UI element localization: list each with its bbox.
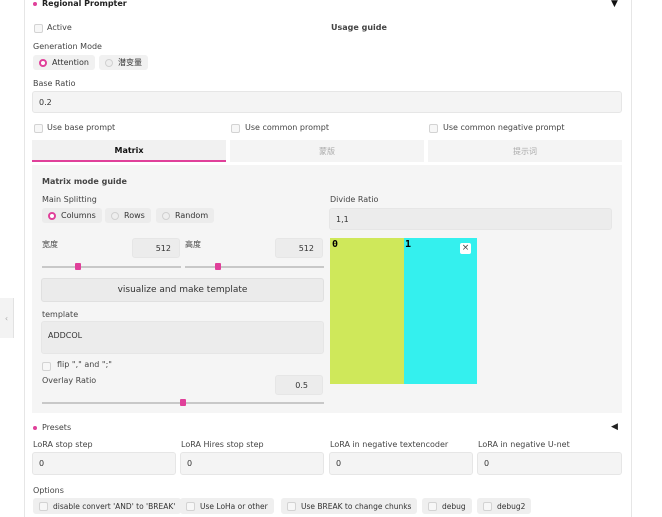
option-disable-convert[interactable]: disable convert 'AND' to 'BREAK': [33, 498, 182, 514]
option-label: Use BREAK to change chunks: [301, 501, 412, 511]
option-debug2[interactable]: debug2: [477, 498, 532, 514]
presets-title[interactable]: Presets: [42, 423, 72, 432]
height-label: 高度: [185, 240, 201, 249]
base-ratio-label: Base Ratio: [33, 79, 76, 88]
template-preview-image: 0 1 ×: [330, 238, 477, 384]
height-slider[interactable]: [185, 262, 324, 272]
use-common-negative-prompt-checkbox[interactable]: [429, 124, 438, 133]
close-icon[interactable]: ×: [460, 243, 471, 254]
region-1-label: 1: [405, 239, 412, 250]
mode-latent-label: 潜变量: [118, 58, 142, 67]
option-label: disable convert 'AND' to 'BREAK': [53, 501, 176, 511]
radio-icon: [111, 211, 119, 220]
lora-hires-stop-step-input[interactable]: 0: [180, 452, 324, 475]
mode-latent-radio[interactable]: 潜变量: [99, 55, 148, 70]
width-slider-thumb[interactable]: [75, 263, 81, 270]
active-label: Active: [47, 23, 72, 32]
option-label: debug: [442, 501, 466, 511]
use-base-prompt-label: Use base prompt: [47, 123, 116, 132]
collapse-triangle-icon[interactable]: ▼: [611, 0, 618, 9]
split-random-label: Random: [175, 211, 209, 220]
split-rows-label: Rows: [124, 211, 145, 220]
lora-stop-step-input[interactable]: 0: [32, 452, 176, 475]
overlay-ratio-slider[interactable]: [42, 398, 324, 408]
split-random-radio[interactable]: Random: [156, 208, 215, 223]
overlay-ratio-number-input[interactable]: 0.5: [275, 375, 323, 395]
tab-prompt[interactable]: 提示词: [428, 140, 622, 162]
panel-title[interactable]: Regional Prompter: [42, 0, 127, 8]
matrix-mode-guide[interactable]: Matrix mode guide: [42, 177, 127, 186]
use-base-prompt-checkbox[interactable]: [34, 124, 43, 133]
lora-negative-unet-input[interactable]: 0: [477, 452, 622, 475]
split-columns-radio[interactable]: Columns: [42, 208, 102, 223]
use-common-prompt-label: Use common prompt: [245, 123, 329, 132]
visualize-button[interactable]: visualize and make template: [41, 278, 324, 302]
height-slider-track: [185, 266, 324, 268]
accordion-dot-icon: [33, 2, 37, 6]
use-common-prompt-checkbox[interactable]: [231, 124, 240, 133]
flip-label: flip "," and ";": [57, 360, 112, 369]
accordion-dot-icon: [33, 426, 37, 430]
region-0-label: 0: [332, 239, 339, 250]
use-common-negative-prompt-label: Use common negative prompt: [443, 123, 565, 132]
height-slider-thumb[interactable]: [215, 263, 221, 270]
radio-icon: [105, 58, 113, 67]
region-1-block: [404, 238, 477, 384]
mode-attention-label: Attention: [52, 58, 89, 67]
lora-negative-textencoder-input[interactable]: 0: [329, 452, 473, 475]
checkbox-icon: [39, 501, 48, 511]
radio-selected-icon: [48, 211, 56, 220]
main-splitting-label: Main Splitting: [42, 195, 97, 204]
usage-guide-link[interactable]: Usage guide: [331, 23, 387, 32]
radio-selected-icon: [39, 58, 47, 67]
option-label: debug2: [497, 501, 526, 511]
region-0-block: [330, 238, 404, 384]
flip-checkbox[interactable]: [42, 362, 51, 371]
tab-mask[interactable]: 蒙版: [230, 140, 424, 162]
checkbox-icon: [428, 501, 437, 511]
lora-stop-step-label: LoRA stop step: [33, 440, 93, 449]
lora-negative-unet-label: LoRA in negative U-net: [478, 440, 570, 449]
option-debug[interactable]: debug: [422, 498, 472, 514]
split-columns-label: Columns: [61, 211, 96, 220]
width-slider[interactable]: [42, 262, 181, 272]
radio-icon: [162, 211, 170, 220]
width-slider-track: [42, 266, 181, 268]
base-ratio-input[interactable]: 0.2: [32, 91, 622, 113]
checkbox-icon: [483, 501, 492, 511]
width-number-input[interactable]: 512: [132, 238, 180, 258]
expand-triangle-icon[interactable]: ◀: [611, 422, 618, 432]
height-number-input[interactable]: 512: [275, 238, 323, 258]
divide-ratio-input[interactable]: 1,1: [329, 208, 612, 230]
lora-negative-textencoder-label: LoRA in negative textencoder: [330, 440, 449, 449]
option-use-break[interactable]: Use BREAK to change chunks: [281, 498, 418, 514]
width-label: 宽度: [42, 240, 58, 249]
lora-hires-stop-step-label: LoRA Hires stop step: [181, 440, 264, 449]
chevron-left-icon: ‹: [4, 313, 9, 323]
checkbox-icon: [287, 501, 296, 511]
mode-attention-radio[interactable]: Attention: [33, 55, 95, 70]
option-use-loha[interactable]: Use LoHa or other: [180, 498, 274, 514]
divide-ratio-label: Divide Ratio: [330, 195, 379, 204]
overlay-slider-thumb[interactable]: [180, 399, 186, 406]
options-label: Options: [33, 486, 64, 495]
tab-matrix[interactable]: Matrix: [32, 140, 226, 162]
checkbox-icon: [186, 501, 195, 511]
overlay-ratio-label: Overlay Ratio: [42, 376, 97, 385]
option-label: Use LoHa or other: [200, 501, 268, 511]
split-rows-radio[interactable]: Rows: [105, 208, 151, 223]
generation-mode-label: Generation Mode: [33, 42, 102, 51]
template-textbox[interactable]: ADDCOL: [41, 321, 324, 354]
active-checkbox[interactable]: [34, 24, 43, 33]
template-label: template: [42, 310, 79, 319]
left-edge-handle[interactable]: ‹: [0, 298, 14, 338]
